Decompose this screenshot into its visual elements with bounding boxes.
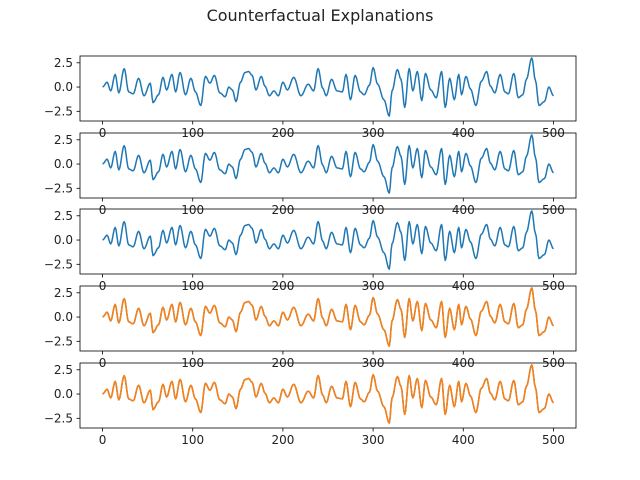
series-line-1 bbox=[102, 134, 555, 194]
subplot-1: 0 100 200 300 400 500−2.50.02.5 bbox=[44, 55, 577, 140]
y-tick-label: 2.5 bbox=[54, 56, 73, 70]
y-tick-label: −2.5 bbox=[44, 411, 73, 425]
x-tick-label: 100 bbox=[181, 203, 204, 217]
axes-frame bbox=[79, 362, 577, 429]
y-tick-label: 0.0 bbox=[54, 310, 73, 324]
y-tick-label: 0.0 bbox=[54, 387, 73, 401]
axes-frame bbox=[79, 285, 577, 352]
y-tick-label: −2.5 bbox=[44, 257, 73, 271]
y-tick-label: 0.0 bbox=[54, 157, 73, 171]
y-tick-label: 2.5 bbox=[54, 209, 73, 223]
y-tick-label: −2.5 bbox=[44, 104, 73, 118]
x-tick-label: 200 bbox=[271, 203, 294, 217]
x-tick-label: 400 bbox=[452, 203, 475, 217]
subplot-2: 0 100 200 300 400 500 −2.5 0.0 2.5 bbox=[44, 132, 577, 217]
x-tick-label: 200 bbox=[271, 433, 294, 447]
y-tick-label: 2.5 bbox=[54, 133, 73, 147]
series-line-1 bbox=[102, 210, 555, 270]
x-tick-label: 300 bbox=[362, 433, 385, 447]
subplot-4: 0 100 200 300 400 500−2.50.02.5 bbox=[44, 285, 577, 370]
y-tick-label: 0.0 bbox=[54, 80, 73, 94]
series-line-1 bbox=[102, 57, 555, 117]
x-tick-label: 100 bbox=[181, 433, 204, 447]
series-line-2 bbox=[102, 287, 555, 347]
subplot-3: 0 100 200 300 400 500−2.50.02.5 bbox=[44, 208, 577, 293]
axes-frame bbox=[79, 132, 577, 199]
subplot-5: 0 100 200 300 400 500 −2.5 0.0 2.5 bbox=[44, 362, 577, 447]
x-tick-label: 500 bbox=[542, 203, 565, 217]
y-tick-label: 2.5 bbox=[54, 363, 73, 377]
axes-frame bbox=[79, 208, 577, 275]
y-tick-label: −2.5 bbox=[44, 181, 73, 195]
figure-title: Counterfactual Explanations bbox=[206, 6, 434, 25]
x-tick-label: 400 bbox=[452, 433, 475, 447]
series-line-2 bbox=[102, 364, 555, 424]
y-tick-label: −2.5 bbox=[44, 334, 73, 348]
y-tick-label: 0.0 bbox=[54, 233, 73, 247]
series-line-1 bbox=[102, 287, 555, 347]
series-line-1 bbox=[102, 364, 555, 424]
x-tick-label: 0 bbox=[99, 203, 107, 217]
y-tick-label: 2.5 bbox=[54, 286, 73, 300]
x-tick-label: 0 bbox=[99, 433, 107, 447]
axes-frame bbox=[79, 55, 577, 122]
x-tick-label: 500 bbox=[542, 433, 565, 447]
x-tick-label: 300 bbox=[362, 203, 385, 217]
